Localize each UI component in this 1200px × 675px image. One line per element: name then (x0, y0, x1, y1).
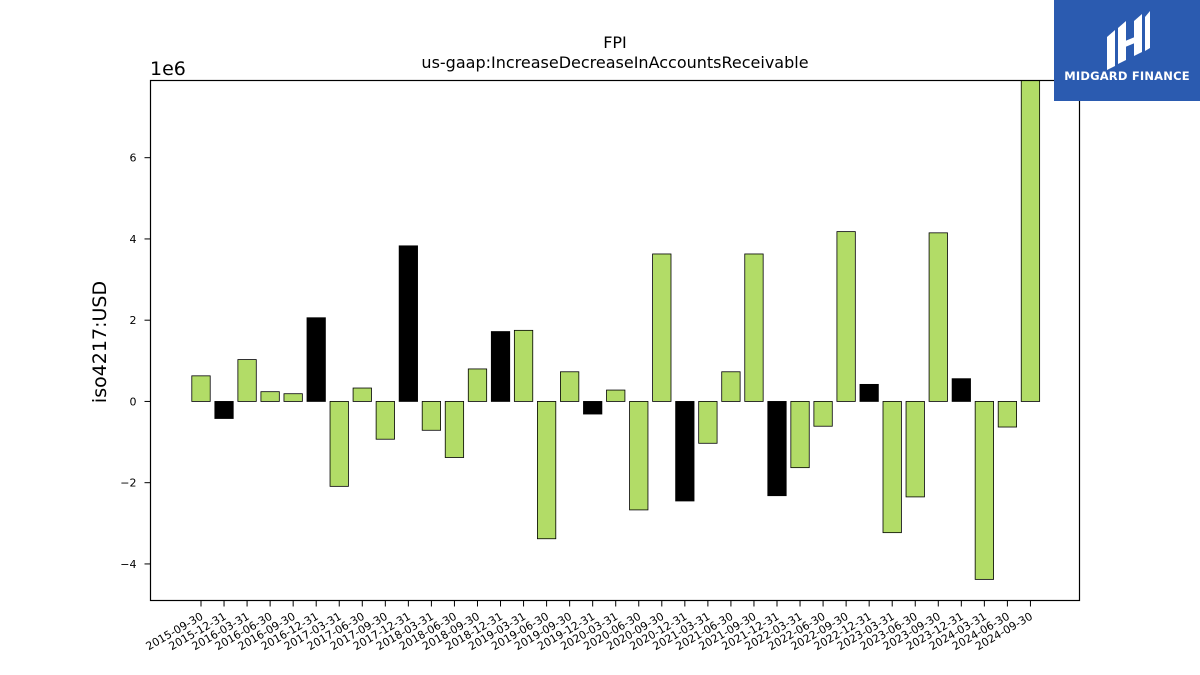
bar-2020-09-30 (652, 253, 672, 402)
bar-2017-03-31 (329, 401, 349, 487)
bar-2023-03-31 (882, 401, 902, 534)
bar-2024-06-30 (997, 401, 1018, 428)
bar-2016-12-31 (306, 317, 326, 402)
chart-title: FPI (603, 33, 627, 52)
bar-2023-12-31 (951, 378, 971, 402)
brand-name: MIDGARD FINANCE (1064, 69, 1190, 83)
bars-group (191, 80, 1041, 580)
bar-2024-03-31 (974, 401, 994, 580)
bar-2019-03-31 (513, 329, 534, 402)
bar-2017-09-30 (375, 401, 395, 440)
y-tick-label: 6 (130, 152, 137, 165)
bar-2015-12-31 (214, 401, 234, 419)
bar-2021-09-30 (744, 253, 764, 402)
bar-2021-03-31 (698, 401, 718, 444)
plot-frame (149, 79, 1081, 602)
bar-2020-12-31 (675, 401, 695, 502)
bar-2019-09-30 (560, 371, 580, 402)
y-tick-label: 4 (130, 233, 137, 246)
y-axis: −4 −2 0 2 4 6 (120, 152, 151, 571)
y-tick-label: 2 (130, 314, 137, 327)
bar-2015-09-30 (191, 375, 211, 402)
bar-2016-03-31 (237, 359, 257, 402)
x-axis: 2015-09-302015-12-312016-03-312016-06-30… (144, 600, 1035, 653)
bar-2017-12-31 (398, 245, 418, 402)
bar-2023-06-30 (905, 401, 925, 498)
bar-2022-12-31 (859, 383, 879, 402)
bar-2017-06-30 (352, 387, 372, 402)
bar-2021-12-31 (767, 401, 787, 497)
bar-2018-06-30 (444, 401, 465, 458)
bar-2021-06-30 (721, 371, 741, 402)
bar-2024-09-30 (1020, 80, 1041, 402)
y-tick-label: 0 (130, 395, 137, 408)
midgard-logo-icon (1107, 11, 1150, 70)
bar-2023-09-30 (928, 232, 948, 402)
y-multiplier-label: 1e6 (150, 58, 186, 80)
bar-2020-03-31 (606, 389, 626, 402)
bar-2018-12-31 (490, 331, 511, 402)
bar-2022-06-30 (813, 401, 833, 427)
bar-2022-09-30 (836, 231, 856, 402)
chart-subtitle: us-gaap:IncreaseDecreaseInAccountsReceiv… (421, 53, 808, 72)
bar-2016-06-30 (260, 391, 280, 402)
bar-2022-03-31 (790, 401, 810, 469)
bar-2019-12-31 (583, 401, 603, 415)
brand-logo: MIDGARD FINANCE (1054, 0, 1200, 101)
y-tick-label: −4 (120, 558, 136, 571)
bar-2018-09-30 (467, 368, 488, 402)
bar-2016-09-30 (283, 393, 303, 402)
bar-2019-06-30 (537, 401, 557, 540)
y-axis-label: iso4217:USD (89, 281, 111, 403)
bar-2018-03-31 (421, 401, 442, 431)
y-tick-label: −2 (120, 477, 136, 490)
bar-2020-06-30 (629, 401, 649, 511)
